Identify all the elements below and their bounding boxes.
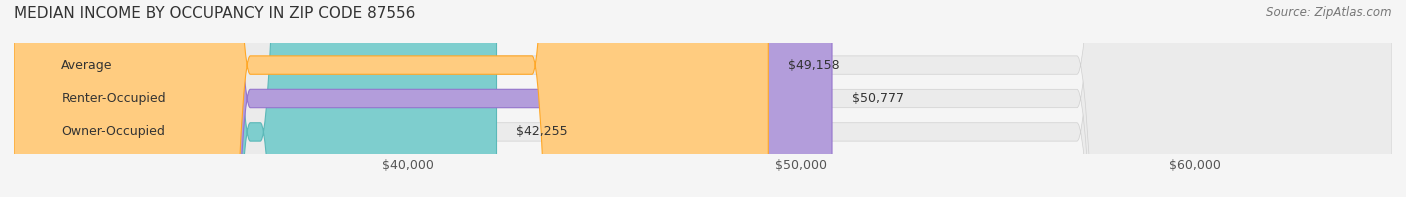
Text: Average: Average xyxy=(62,59,112,72)
FancyBboxPatch shape xyxy=(14,0,496,197)
Text: $50,777: $50,777 xyxy=(852,92,904,105)
Text: Source: ZipAtlas.com: Source: ZipAtlas.com xyxy=(1267,6,1392,19)
Text: $42,255: $42,255 xyxy=(516,125,568,138)
FancyBboxPatch shape xyxy=(14,0,768,197)
FancyBboxPatch shape xyxy=(14,0,1392,197)
FancyBboxPatch shape xyxy=(14,0,1392,197)
Text: Owner-Occupied: Owner-Occupied xyxy=(62,125,165,138)
FancyBboxPatch shape xyxy=(14,0,832,197)
Text: MEDIAN INCOME BY OCCUPANCY IN ZIP CODE 87556: MEDIAN INCOME BY OCCUPANCY IN ZIP CODE 8… xyxy=(14,6,415,21)
FancyBboxPatch shape xyxy=(14,0,1392,197)
Text: Renter-Occupied: Renter-Occupied xyxy=(62,92,166,105)
Text: $49,158: $49,158 xyxy=(787,59,839,72)
